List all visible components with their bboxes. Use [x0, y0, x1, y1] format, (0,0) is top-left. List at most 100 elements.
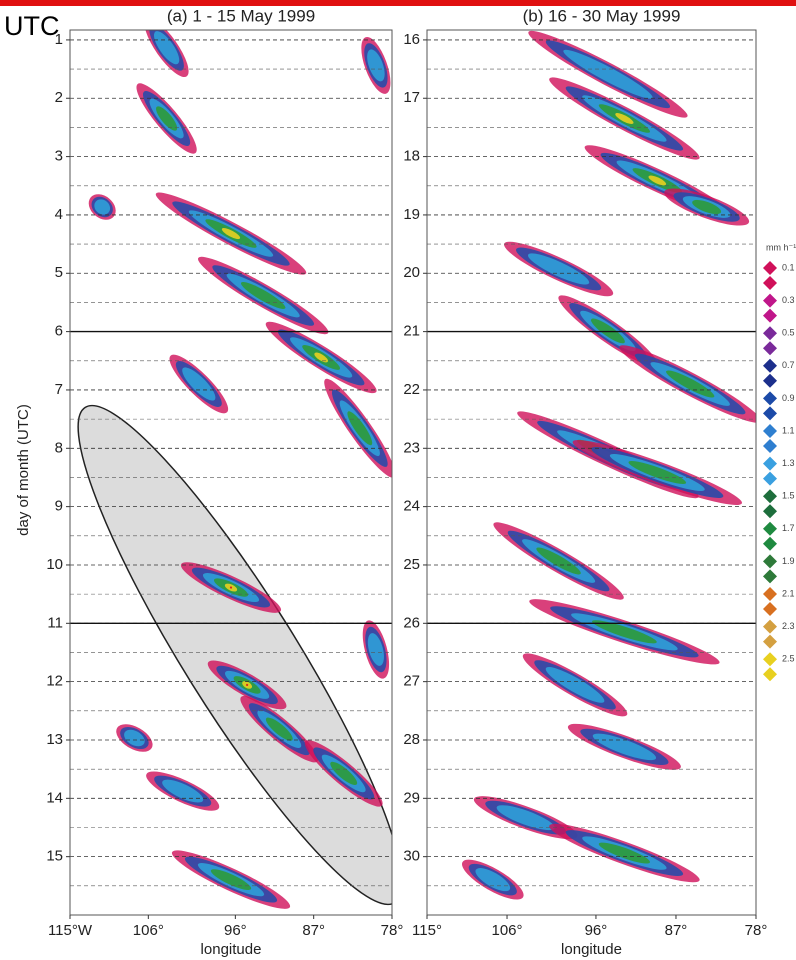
x-tick-label: 115° [412, 922, 442, 939]
legend-swatch [763, 652, 777, 667]
legend-swatch [763, 554, 777, 569]
legend-swatch [763, 536, 777, 551]
legend-label: 1.3 [782, 458, 795, 468]
legend-swatch [763, 326, 777, 341]
legend-label: 2.3 [782, 621, 795, 631]
y-tick-label: 9 [55, 498, 63, 515]
rain-streak [592, 733, 657, 761]
legend-swatch [763, 504, 777, 519]
legend-swatch [763, 406, 777, 421]
rain-streak [615, 112, 634, 125]
legend-label: 0.7 [782, 360, 795, 370]
y-tick-label: 2 [55, 89, 63, 106]
rain-streak [156, 106, 178, 131]
legend-label: 0.1 [782, 262, 795, 272]
x-tick-label: 115°W [48, 922, 93, 939]
y-tick-label: 30 [403, 848, 420, 865]
highlight-region [77, 404, 392, 906]
rain-streak [496, 805, 555, 831]
plot-area [461, 30, 756, 900]
y-tick-label: 10 [46, 556, 63, 573]
rain-streak [563, 49, 653, 99]
rain-streak [221, 228, 241, 240]
rain-streak [182, 367, 216, 401]
y-tick-label: 27 [403, 673, 420, 690]
legend-label: 1.1 [782, 425, 795, 435]
y-tick-label: 26 [403, 614, 420, 631]
y-tick-label: 14 [46, 789, 63, 806]
x-tick-label: 78° [745, 922, 768, 939]
chart-title: (a) 1 - 15 May 1999 [167, 6, 315, 25]
rain-streak [692, 199, 722, 215]
rain-streak [210, 869, 252, 891]
legend-label: 1.7 [782, 523, 795, 533]
rain-streak [592, 620, 657, 644]
rain-streak [153, 31, 180, 65]
legend-swatch [763, 341, 777, 356]
rain-streak [265, 717, 293, 741]
legend-swatch [763, 391, 777, 406]
y-axis-title: day of month (UTC) [15, 404, 32, 536]
rain-streak [475, 868, 511, 892]
rain-streak [628, 461, 687, 484]
corner-label: UTC [4, 11, 60, 41]
rain-streak [666, 370, 715, 398]
rain-streak [124, 729, 145, 747]
y-tick-label: 17 [403, 89, 420, 106]
rain-streak [536, 547, 581, 575]
rain-streak [330, 761, 358, 785]
x-axis-title: longitude [201, 941, 262, 958]
y-tick-label: 15 [46, 848, 63, 865]
rain-streak [314, 352, 328, 363]
x-tick-label: 106° [133, 922, 164, 939]
x-tick-label: 96° [224, 922, 247, 939]
y-tick-label: 28 [403, 731, 420, 748]
x-tick-label: 87° [302, 922, 325, 939]
rain-streak [229, 586, 233, 589]
x-axis-title: longitude [561, 941, 622, 958]
rain-streak [590, 318, 625, 344]
legend-swatch [763, 602, 777, 616]
y-tick-label: 4 [55, 206, 63, 223]
legend-swatch [763, 424, 777, 438]
legend-label: 0.3 [782, 295, 795, 305]
y-tick-label: 5 [55, 264, 63, 281]
legend-title: mm h⁻¹ [766, 242, 796, 252]
rain-streak [94, 199, 111, 215]
legend-swatch [763, 261, 777, 275]
legend-label: 1.9 [782, 556, 795, 566]
legend-swatch [763, 471, 777, 486]
y-tick-label: 29 [403, 789, 420, 806]
rain-streak [545, 667, 605, 703]
legend-swatch [763, 521, 777, 536]
y-tick-label: 7 [55, 381, 63, 398]
y-tick-label: 19 [403, 206, 420, 223]
top-bar [0, 0, 796, 6]
x-tick-label: 96° [585, 922, 608, 939]
legend-swatch [763, 587, 777, 601]
rain-streak [367, 633, 384, 666]
legend-swatch [763, 569, 777, 584]
legend-swatch [763, 308, 777, 323]
legend-label: 1.5 [782, 491, 795, 501]
plot-area [77, 30, 392, 909]
rain-streak [245, 683, 249, 687]
y-tick-label: 24 [403, 498, 420, 515]
y-tick-label: 25 [403, 556, 420, 573]
legend-swatch [763, 456, 777, 471]
legend-swatch [763, 276, 777, 290]
axes-frame [69, 29, 393, 916]
y-tick-label: 21 [403, 323, 420, 340]
legend-label: 2.5 [782, 654, 795, 664]
axes-frame [426, 29, 757, 916]
y-tick-label: 1 [55, 31, 63, 48]
legend-label: 0.5 [782, 328, 795, 338]
y-tick-label: 8 [55, 439, 63, 456]
y-tick-label: 6 [55, 323, 63, 340]
y-tick-label: 16 [403, 31, 420, 48]
x-tick-label: 78° [381, 922, 404, 939]
y-tick-label: 11 [47, 614, 63, 631]
y-tick-label: 3 [55, 148, 63, 165]
